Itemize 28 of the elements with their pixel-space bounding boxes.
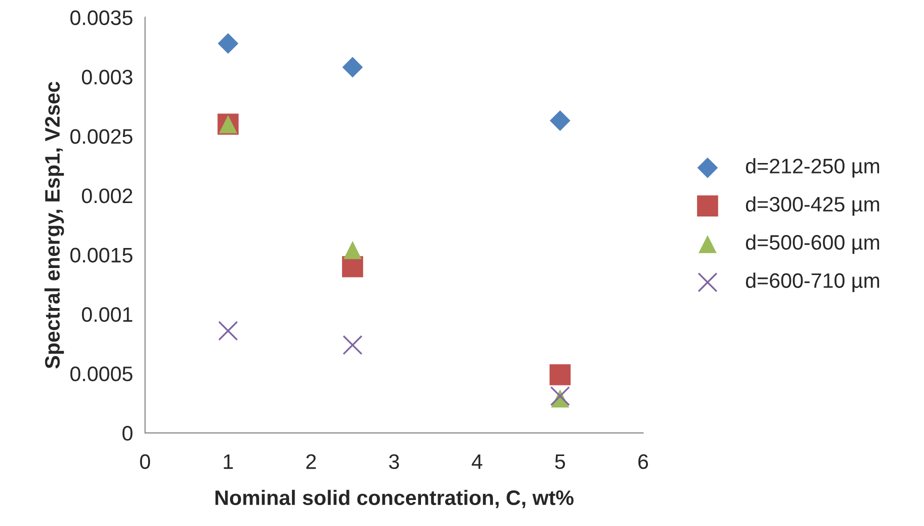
- y-axis-title: Spectral energy, Esp1, V2sec: [44, 82, 64, 369]
- legend-label: d=300-425 µm: [746, 196, 880, 216]
- legend-label: d=500-600 µm: [746, 234, 880, 254]
- x-tick-label: 1: [224, 454, 233, 469]
- legend-label: d=600-710 µm: [746, 272, 880, 292]
- x-tick-label: 2: [306, 454, 316, 469]
- point: [342, 335, 362, 355]
- legend-label: d=212-250 µm: [746, 158, 880, 178]
- y-tick-label: 0.0025: [70, 129, 132, 144]
- y-tick-label: 0.003: [82, 70, 132, 84]
- x-axis-title: Nominal solid concentration, C, wt%: [215, 490, 574, 508]
- x-tick-label: 4: [472, 454, 482, 469]
- y-tick-label: 0.0005: [70, 366, 132, 382]
- x-tick-label: 5: [555, 454, 566, 470]
- x-tick-label: 0: [140, 454, 150, 470]
- y-tick-label: 0.0015: [70, 248, 132, 263]
- y-tick-label: 0.001: [82, 307, 132, 322]
- point: [218, 33, 238, 54]
- point: [218, 320, 238, 341]
- point: [342, 56, 363, 78]
- y-tick-label: 0.0035: [70, 10, 132, 26]
- y-tick-label: 0: [122, 426, 132, 441]
- point: [550, 364, 571, 386]
- x-tick-label: 6: [638, 454, 648, 470]
- point: [344, 241, 362, 260]
- y-tick-label: 0.002: [82, 188, 132, 204]
- point: [550, 110, 570, 131]
- x-tick-label: 3: [389, 454, 399, 470]
